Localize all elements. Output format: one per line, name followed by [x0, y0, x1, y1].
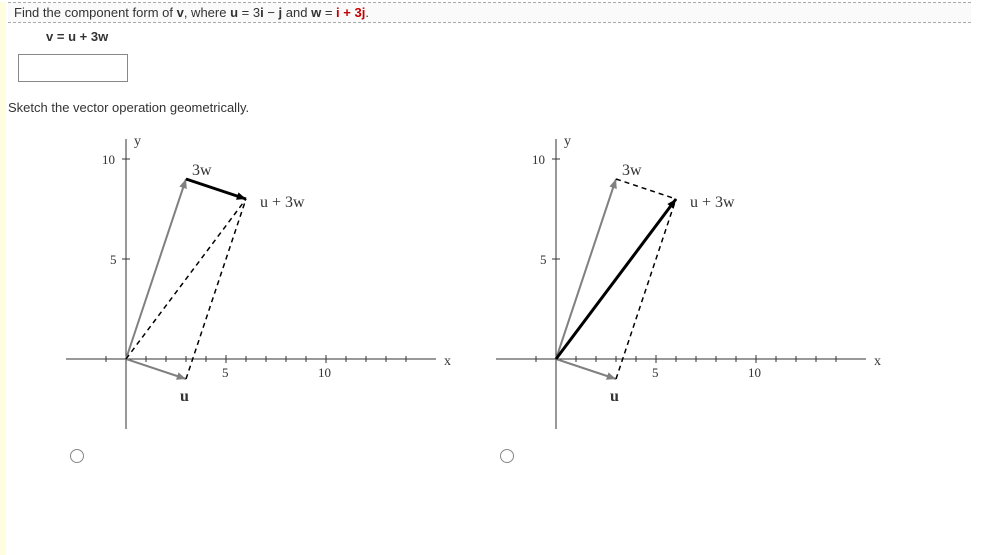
var-u: u — [230, 5, 238, 20]
equation: v = u + 3w — [46, 29, 971, 44]
prompt-mid: , where — [184, 5, 230, 20]
svg-text:10: 10 — [532, 152, 545, 167]
svg-text:10: 10 — [318, 365, 331, 380]
var-v: v — [177, 5, 184, 20]
var-w: w — [311, 5, 321, 20]
prompt-lead: Find the component form of — [14, 5, 177, 20]
svg-text:5: 5 — [110, 252, 117, 267]
sketch-prompt: Sketch the vector operation geometricall… — [8, 100, 971, 115]
svg-text:3w: 3w — [192, 162, 212, 179]
prompt-and: and — [282, 5, 311, 20]
graph-option-a: 5 10 10 5 y x 3w u + 3w u — [66, 129, 466, 439]
svg-text:3w: 3w — [622, 162, 642, 179]
svg-text:5: 5 — [222, 365, 229, 380]
eq-eq: = — [53, 29, 68, 44]
svg-text:y: y — [564, 134, 571, 149]
svg-text:5: 5 — [540, 252, 547, 267]
radio-option-a[interactable] — [70, 449, 84, 463]
svg-text:x: x — [874, 354, 881, 369]
svg-text:x: x — [444, 354, 451, 369]
eq-u: u — [68, 29, 76, 44]
svg-text:5: 5 — [652, 365, 659, 380]
question-prompt: Find the component form of v, where u = … — [8, 2, 971, 23]
prompt-plus: + 3 — [340, 5, 362, 20]
svg-text:10: 10 — [748, 365, 761, 380]
svg-text:u: u — [610, 388, 619, 405]
eq-w: w — [98, 29, 108, 44]
radio-option-b[interactable] — [500, 449, 514, 463]
prompt-minus: − — [264, 5, 279, 20]
svg-text:u + 3w: u + 3w — [260, 194, 305, 211]
svg-text:u: u — [180, 388, 189, 405]
prompt-eq2: = — [321, 5, 336, 20]
svg-text:10: 10 — [102, 152, 115, 167]
prompt-eq1: = 3 — [238, 5, 260, 20]
graph-option-b: 5 10 10 5 y x 3w u + 3w u — [496, 129, 896, 439]
eq-plus: + 3 — [76, 29, 98, 44]
svg-text:u + 3w: u + 3w — [690, 194, 735, 211]
svg-text:y: y — [134, 134, 141, 149]
prompt-period: . — [365, 5, 369, 20]
answer-input[interactable] — [18, 54, 128, 82]
